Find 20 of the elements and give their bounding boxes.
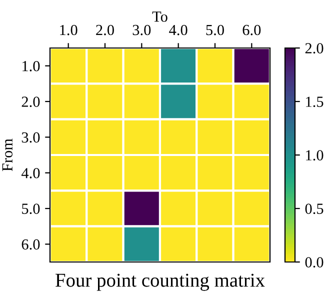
x-tick-label: 5.0 xyxy=(206,24,224,36)
color-bar-label: 2.0 xyxy=(305,43,324,54)
y-tick-label: 1.0 xyxy=(22,60,40,72)
x-tick-label: 2.0 xyxy=(96,24,114,36)
y-tick-label: 4.0 xyxy=(21,168,40,178)
text: Four point counting matrix xyxy=(56,274,265,291)
y-tick-label: 6.0 xyxy=(22,239,40,250)
x-axis-title: To xyxy=(152,12,168,22)
x-tick-label: 1.0 xyxy=(60,24,78,36)
y-axis-title: From xyxy=(2,138,13,172)
y-tick-label: 3.0 xyxy=(22,132,40,143)
color-bar-label: 1.0 xyxy=(306,150,324,161)
y-tick-label: 5.0 xyxy=(22,204,40,214)
x-tick-label: 6.0 xyxy=(242,24,261,36)
color-bar-label: 1.5 xyxy=(306,96,324,108)
y-tick-label: 2.0 xyxy=(22,96,40,108)
color-bar-label: 0.0 xyxy=(305,257,324,268)
x-tick-label: 3.0 xyxy=(132,24,151,36)
color-bar-label: 0.5 xyxy=(305,204,324,214)
x-tick-label: 4.0 xyxy=(169,24,188,36)
